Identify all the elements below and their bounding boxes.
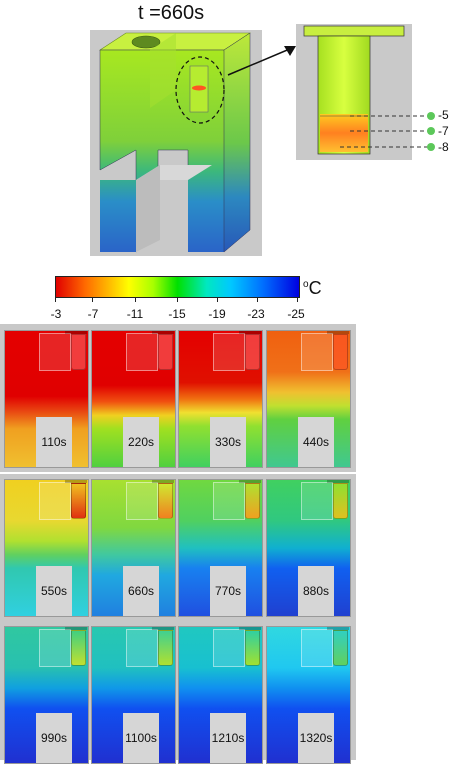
frame-time-label: 220s [127, 435, 155, 449]
frame-time-label: 110s [41, 435, 67, 449]
probe-point [427, 112, 435, 120]
snapshot-frame: 770s [178, 479, 263, 617]
frame-time-label: 770s [214, 584, 242, 598]
colorbar-tick: -25 [287, 307, 305, 321]
probe-label: -8 [438, 140, 449, 154]
colorbar-tick: -3 [50, 307, 62, 321]
colorbar-tick: -19 [208, 307, 226, 321]
colorbar-tick: -15 [168, 307, 186, 321]
snapshot-frame: 660s [91, 479, 176, 617]
tube-zoom-figure [303, 25, 405, 155]
frame-time-label: 660s [127, 584, 155, 598]
snapshot-frame: 550s [4, 479, 89, 617]
snapshot-frame: 1100s [91, 626, 176, 764]
colorbar-unit: oC [303, 278, 322, 298]
snapshot-frame: 220s [91, 330, 176, 468]
frame-time-label: 1100s [125, 731, 157, 745]
probe-point [427, 143, 435, 151]
probe-point [427, 127, 435, 135]
frame-time-label: 880s [302, 584, 330, 598]
zoom-panel [296, 24, 412, 160]
frame-time-label: 990s [40, 731, 68, 745]
colorbar-tick: -11 [126, 307, 144, 321]
frame-time-label: 330s [214, 435, 242, 449]
frame-time-label: 1210s [211, 731, 245, 745]
colorbar-unit-letter: C [308, 278, 322, 298]
colorbar-tick: -23 [247, 307, 265, 321]
time-title: t =660s [138, 2, 205, 24]
snapshot-frame: 440s [266, 330, 351, 468]
isometric-model-figure [98, 32, 252, 253]
snapshot-frame: 880s [266, 479, 351, 617]
probe-label: -7 [438, 124, 449, 138]
probe-lines [340, 112, 435, 151]
snapshot-frame: 990s [4, 626, 89, 764]
isometric-model-panel [90, 30, 262, 256]
temperature-colorbar [55, 276, 300, 298]
probe-label: -5 [438, 108, 449, 122]
frame-time-label: 1320s [299, 731, 333, 745]
zoom-arrow [227, 46, 296, 76]
frame-time-label: 550s [40, 584, 68, 598]
snapshot-frame: 330s [178, 330, 263, 468]
snapshot-frame: 1320s [266, 626, 351, 764]
snapshot-frame: 1210s [178, 626, 263, 764]
frame-time-label: 440s [302, 435, 330, 449]
snapshot-frame: 110s [4, 330, 89, 468]
colorbar-tick: -7 [87, 307, 99, 321]
